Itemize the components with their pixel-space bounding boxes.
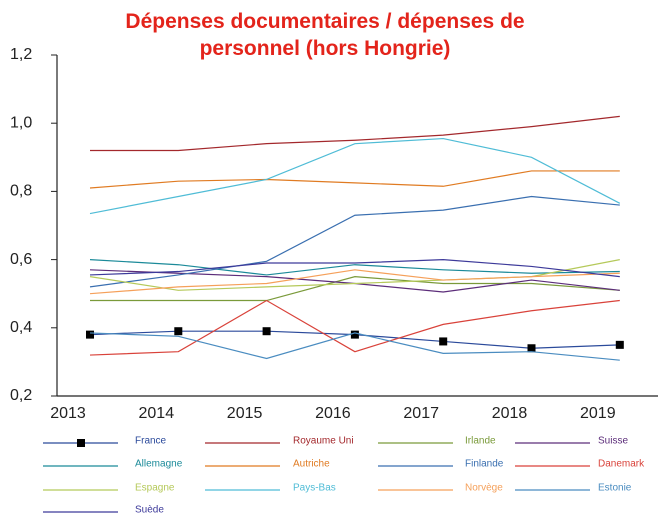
series-line <box>89 170 620 189</box>
legend-label: Royaume Uni <box>293 436 354 447</box>
x-tick-label: 2014 <box>139 405 175 422</box>
series-line <box>89 137 621 215</box>
legend-label: Suède <box>135 505 164 513</box>
x-tick-label: 2016 <box>315 405 351 422</box>
y-tick-label: 1,0 <box>10 114 32 131</box>
x-tick-label: 2019 <box>580 405 616 422</box>
legend-label: France <box>135 436 167 447</box>
point-marker <box>527 344 536 353</box>
legend-label: Pays-Bas <box>293 483 336 494</box>
y-tick-label: 0,4 <box>10 319 32 336</box>
point-marker <box>350 330 359 339</box>
point-marker <box>439 337 448 346</box>
series-line <box>90 276 620 302</box>
series-line <box>89 269 620 295</box>
legend-label: Allemagne <box>135 459 183 470</box>
y-tick-label: 0,2 <box>10 387 32 404</box>
series-line <box>89 332 620 361</box>
series-line <box>89 299 620 356</box>
x-tick-label: 2017 <box>403 405 439 422</box>
series-line <box>89 259 620 276</box>
y-tick-label: 0,6 <box>10 251 32 268</box>
y-tick-label: 1,2 <box>10 46 32 63</box>
x-tick-label: 2018 <box>492 405 528 422</box>
series-line <box>90 115 620 152</box>
point-marker <box>174 327 183 336</box>
legend-label: Espagne <box>135 483 175 494</box>
x-tick-label: 2015 <box>227 405 263 422</box>
series-line <box>89 195 620 288</box>
legend-label: Irlande <box>465 436 496 447</box>
legend-label: Danemark <box>598 459 645 470</box>
legend-label: Estonie <box>598 483 632 494</box>
x-tick-label: 2013 <box>50 405 86 422</box>
point-marker <box>262 327 271 336</box>
point-marker <box>615 340 624 349</box>
chart-title: Dépenses documentaires / dépenses de per… <box>125 10 525 60</box>
series-line <box>89 258 620 278</box>
legend-label: Autriche <box>293 459 330 470</box>
point-marker <box>86 330 94 339</box>
y-tick-label: 0,8 <box>10 183 32 200</box>
legend-label: Suisse <box>598 436 628 447</box>
legend-marker <box>77 439 85 447</box>
legend-label: Finlande <box>465 459 504 470</box>
legend-label: Norvège <box>465 483 503 494</box>
